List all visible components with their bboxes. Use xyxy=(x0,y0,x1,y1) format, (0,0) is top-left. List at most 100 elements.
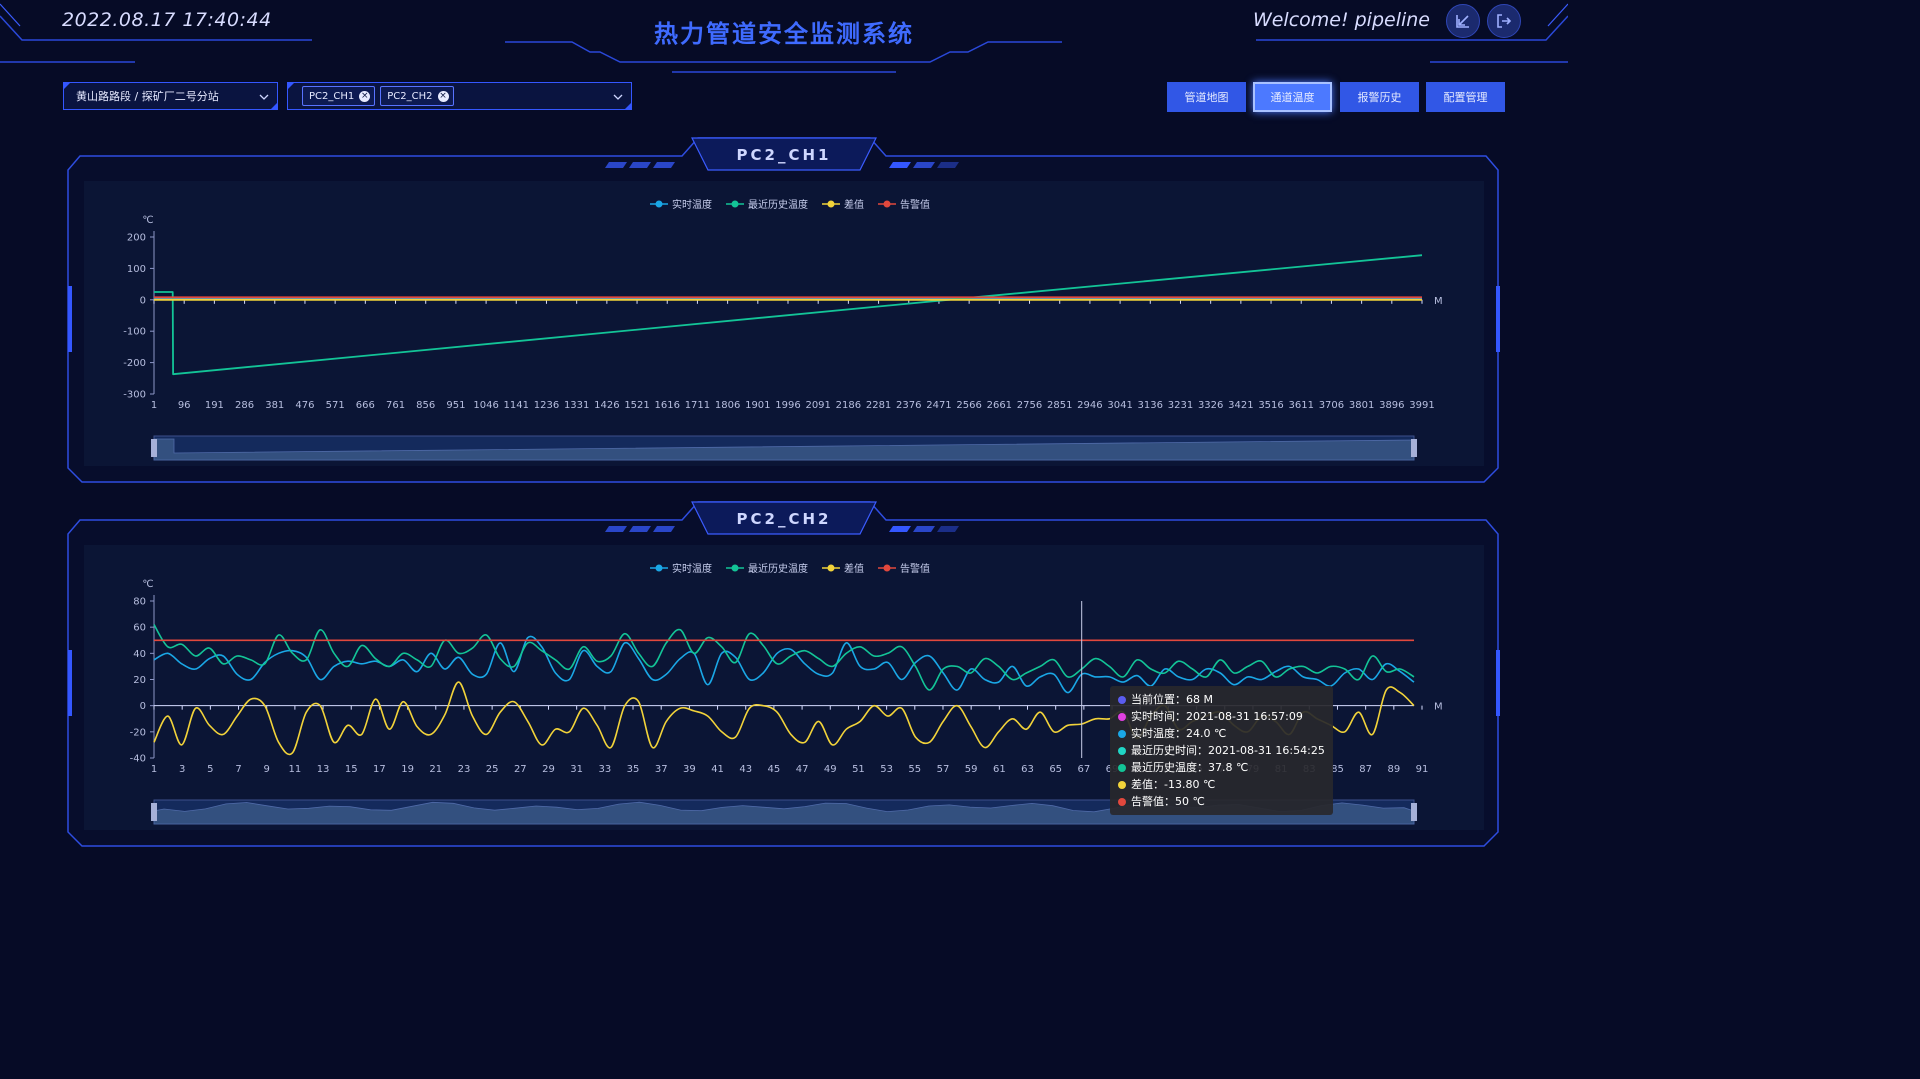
panel-title-ch1: PC2_CH1 xyxy=(736,146,832,164)
tooltip-row: 告警值：50 ℃ xyxy=(1118,793,1325,810)
x-tick-label: 5 xyxy=(207,764,213,775)
x-tick-label: 3516 xyxy=(1258,400,1283,411)
zoom-handle-right xyxy=(1411,803,1417,821)
x-tick-label: 63 xyxy=(1021,764,1034,775)
x-tick-label: 1806 xyxy=(715,400,740,411)
x-tick-label: 3231 xyxy=(1168,400,1193,411)
tooltip-text: 当前位置：68 M xyxy=(1131,693,1213,706)
legend-item[interactable]: 实时温度 xyxy=(650,196,712,211)
remove-tag-icon[interactable]: × xyxy=(359,90,371,102)
legend-ch2[interactable]: 实时温度 最近历史温度 差值 告警值 xyxy=(650,560,930,575)
x-tick-label: 3326 xyxy=(1198,400,1223,411)
x-unit-label: M xyxy=(1434,702,1443,713)
x-tick-label: 91 xyxy=(1416,764,1429,775)
x-tick-label: 43 xyxy=(739,764,752,775)
legend-item[interactable]: 实时温度 xyxy=(650,560,712,575)
x-tick-label: 37 xyxy=(655,764,668,775)
x-tick-label: 381 xyxy=(265,400,284,411)
tooltip-text: 最近历史温度：37.8 ℃ xyxy=(1131,761,1249,774)
tooltip-text: 实时温度：24.0 ℃ xyxy=(1131,727,1227,740)
channel-tag-label: PC2_CH2 xyxy=(387,90,433,102)
legend-marker-icon xyxy=(726,200,744,207)
legend-item[interactable]: 告警值 xyxy=(878,196,930,211)
nav-pipe-map[interactable]: 管道地图 xyxy=(1167,82,1246,112)
x-tick-label: 1331 xyxy=(564,400,589,411)
x-tick-label: 2376 xyxy=(896,400,921,411)
legend-label: 最近历史温度 xyxy=(748,200,808,211)
tooltip-dot-icon xyxy=(1118,712,1126,721)
channel-select[interactable]: PC2_CH1 × PC2_CH2 × xyxy=(287,82,632,110)
legend-marker-icon xyxy=(822,200,840,207)
tooltip-dot-icon xyxy=(1118,746,1126,755)
collapse-button[interactable] xyxy=(1446,4,1480,38)
legend-item[interactable]: 差值 xyxy=(822,560,864,575)
tooltip-row: 差值：-13.80 ℃ xyxy=(1118,776,1325,793)
x-tick-label: 1521 xyxy=(624,400,649,411)
legend-marker-icon xyxy=(878,564,896,571)
nav-channel-temperature[interactable]: 通道温度 xyxy=(1253,82,1332,112)
datetime: 2022.08.17 17:40:44 xyxy=(62,9,272,31)
legend-item[interactable]: 告警值 xyxy=(878,560,930,575)
x-tick-label: 1711 xyxy=(685,400,710,411)
x-tick-label: 33 xyxy=(598,764,611,775)
x-tick-label: 9 xyxy=(264,764,270,775)
logout-icon xyxy=(1497,14,1512,28)
legend-label: 实时温度 xyxy=(672,200,712,211)
legend-label: 差值 xyxy=(844,564,864,575)
legend-item[interactable]: 最近历史温度 xyxy=(726,560,808,575)
x-tick-label: 3 xyxy=(179,764,185,775)
tooltip-dot-icon xyxy=(1118,729,1126,738)
legend-label: 告警值 xyxy=(900,564,930,575)
tooltip-text: 告警值：50 ℃ xyxy=(1131,795,1205,808)
tooltip-text: 最近历史时间：2021-08-31 16:54:25 xyxy=(1131,744,1325,757)
chart-area-ch1 xyxy=(84,181,1484,466)
x-tick-label: 45 xyxy=(768,764,781,775)
x-tick-label: 2566 xyxy=(956,400,981,411)
tooltip-row: 实时时间：2021-08-31 16:57:09 xyxy=(1118,708,1325,725)
x-tick-label: 89 xyxy=(1387,764,1400,775)
x-tick-label: 1141 xyxy=(504,400,529,411)
x-tick-label: 25 xyxy=(486,764,499,775)
legend-marker-icon xyxy=(878,200,896,207)
legend-label: 告警值 xyxy=(900,200,930,211)
x-tick-label: 31 xyxy=(570,764,583,775)
logout-button[interactable] xyxy=(1487,4,1521,38)
x-tick-label: 87 xyxy=(1359,764,1372,775)
nav-config[interactable]: 配置管理 xyxy=(1426,82,1505,112)
x-tick-label: 1426 xyxy=(594,400,619,411)
zoom-handle-left xyxy=(151,439,157,457)
x-tick-label: 286 xyxy=(235,400,254,411)
x-tick-label: 7 xyxy=(235,764,241,775)
station-select[interactable]: 黄山路路段 / 探矿厂二号分站 xyxy=(63,82,278,110)
legend-ch1[interactable]: 实时温度 最近历史温度 差值 告警值 xyxy=(650,196,930,211)
x-tick-label: 856 xyxy=(416,400,435,411)
x-tick-label: 1046 xyxy=(473,400,498,411)
x-tick-label: 96 xyxy=(178,400,191,411)
x-tick-label: 191 xyxy=(205,400,224,411)
x-tick-label: 23 xyxy=(458,764,471,775)
x-tick-label: 27 xyxy=(514,764,527,775)
x-tick-label: 85 xyxy=(1331,764,1344,775)
x-tick-label: 2756 xyxy=(1017,400,1042,411)
y-tick-label: 80 xyxy=(133,597,146,608)
nav-alarm-history[interactable]: 报警历史 xyxy=(1340,82,1419,112)
channel-tag: PC2_CH1 × xyxy=(302,86,376,106)
chart-ch1[interactable]: ℃ 200 100 0 -100 -200 -300 M 1 96 191 286 381 476 571 6… xyxy=(84,181,1484,466)
x-tick-label: 1996 xyxy=(775,400,800,411)
legend-item[interactable]: 最近历史温度 xyxy=(726,196,808,211)
x-tick-label: 55 xyxy=(908,764,921,775)
remove-tag-icon[interactable]: × xyxy=(437,90,449,102)
x-tick-label: 2281 xyxy=(866,400,891,411)
legend-marker-icon xyxy=(650,200,668,207)
x-tick-label: 3041 xyxy=(1107,400,1132,411)
station-value: 黄山路路段 / 探矿厂二号分站 xyxy=(76,90,219,103)
x-tick-label: 53 xyxy=(880,764,893,775)
collapse-icon xyxy=(1456,15,1469,28)
legend-marker-icon xyxy=(822,564,840,571)
x-tick-label: 3991 xyxy=(1409,400,1434,411)
y-tick-label: -100 xyxy=(123,327,146,338)
tooltip-row: 当前位置：68 M xyxy=(1118,691,1325,708)
legend-item[interactable]: 差值 xyxy=(822,196,864,211)
zoom-handle-right xyxy=(1411,439,1417,457)
legend-label: 差值 xyxy=(844,200,864,211)
